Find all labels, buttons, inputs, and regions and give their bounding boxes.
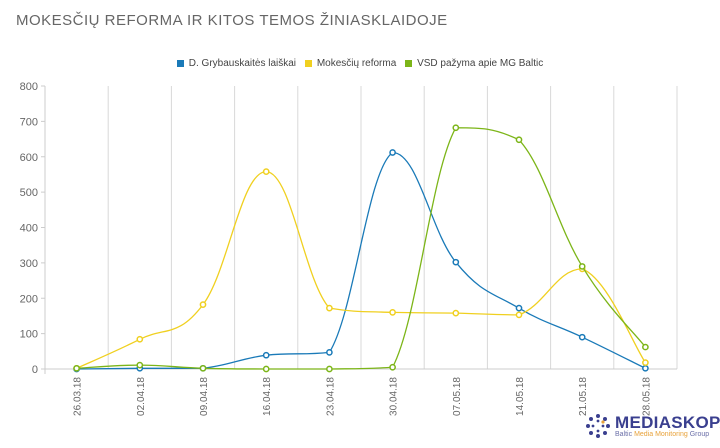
legend-swatch [304, 60, 312, 67]
x-tick-label: 30.04.18 [389, 377, 400, 416]
y-tick-label: 200 [20, 293, 38, 305]
y-tick-label: 0 [32, 364, 38, 376]
logo-name: MEDIASKOPAS [615, 412, 720, 432]
data-point [642, 343, 649, 351]
logo-dots-icon [586, 414, 610, 438]
x-tick-label: 23.04.18 [325, 377, 336, 416]
logo-sub-b: Media Monitoring [634, 430, 688, 438]
x-tick-label: 09.04.18 [199, 377, 210, 416]
legend-swatch [405, 60, 413, 67]
y-tick-label: 500 [20, 187, 38, 199]
data-point [326, 349, 333, 356]
mediaskopas-logo: MEDIASKOPAS Baltic Media Monitoring Grou… [585, 413, 720, 439]
data-point [389, 309, 396, 316]
data-point [199, 301, 207, 308]
data-point [452, 258, 460, 266]
legend-label: D. Grybauskaitės laiškai [188, 58, 297, 69]
data-point [262, 351, 270, 359]
legend-swatch [176, 60, 184, 67]
x-tick-label: 02.04.18 [136, 377, 147, 416]
logo-sub-a: Baltic [615, 430, 635, 438]
data-point [136, 361, 144, 369]
y-tick-label: 300 [20, 258, 38, 270]
data-point [389, 149, 396, 156]
data-point [136, 335, 144, 343]
x-tick-label: 07.05.18 [452, 377, 463, 416]
series-line-2 [76, 127, 646, 370]
x-tick-label: 21.05.18 [578, 377, 589, 416]
data-point [578, 333, 586, 341]
legend-label: Mokesčių reforma [316, 58, 397, 69]
data-point [262, 365, 270, 373]
chart-title: MOKESČIŲ REFORMA IR KITOS TEMOS ŽINIASKL… [16, 12, 448, 29]
legend-item-1[interactable]: Mokesčių reforma [304, 58, 397, 69]
y-tick-label: 600 [20, 152, 38, 164]
y-tick-label: 800 [20, 81, 38, 93]
data-point [262, 168, 270, 175]
data-point [515, 311, 523, 319]
legend: D. Grybauskaitės laiškai Mokesčių reform… [0, 58, 720, 70]
data-point [73, 364, 80, 372]
legend-item-0[interactable]: D. Grybauskaitės laiškai [176, 58, 297, 69]
legend-label: VSD pažyma apie MG Baltic [417, 58, 544, 69]
x-tick-label: 28.05.18 [641, 377, 652, 416]
data-point [326, 304, 333, 312]
data-point [326, 365, 333, 373]
data-point [578, 263, 586, 270]
x-tick-label: 26.03.18 [73, 377, 84, 416]
y-tick-label: 400 [20, 223, 38, 235]
data-point [199, 364, 207, 372]
y-tick-label: 100 [20, 329, 38, 341]
data-point [515, 304, 523, 312]
y-tick-label: 700 [20, 116, 38, 128]
data-point [452, 124, 460, 132]
data-point [642, 359, 649, 366]
x-tick-label: 14.05.18 [515, 377, 526, 416]
x-tick-label: 16.04.18 [262, 377, 273, 416]
logo-sub-c: Group [687, 430, 710, 438]
logo-subtitle: Baltic Media Monitoring Group [615, 431, 720, 438]
data-point [642, 364, 649, 372]
data-point [515, 136, 523, 144]
data-point [452, 309, 460, 317]
data-point [389, 363, 396, 371]
legend-item-2[interactable]: VSD pažyma apie MG Baltic [405, 58, 543, 69]
